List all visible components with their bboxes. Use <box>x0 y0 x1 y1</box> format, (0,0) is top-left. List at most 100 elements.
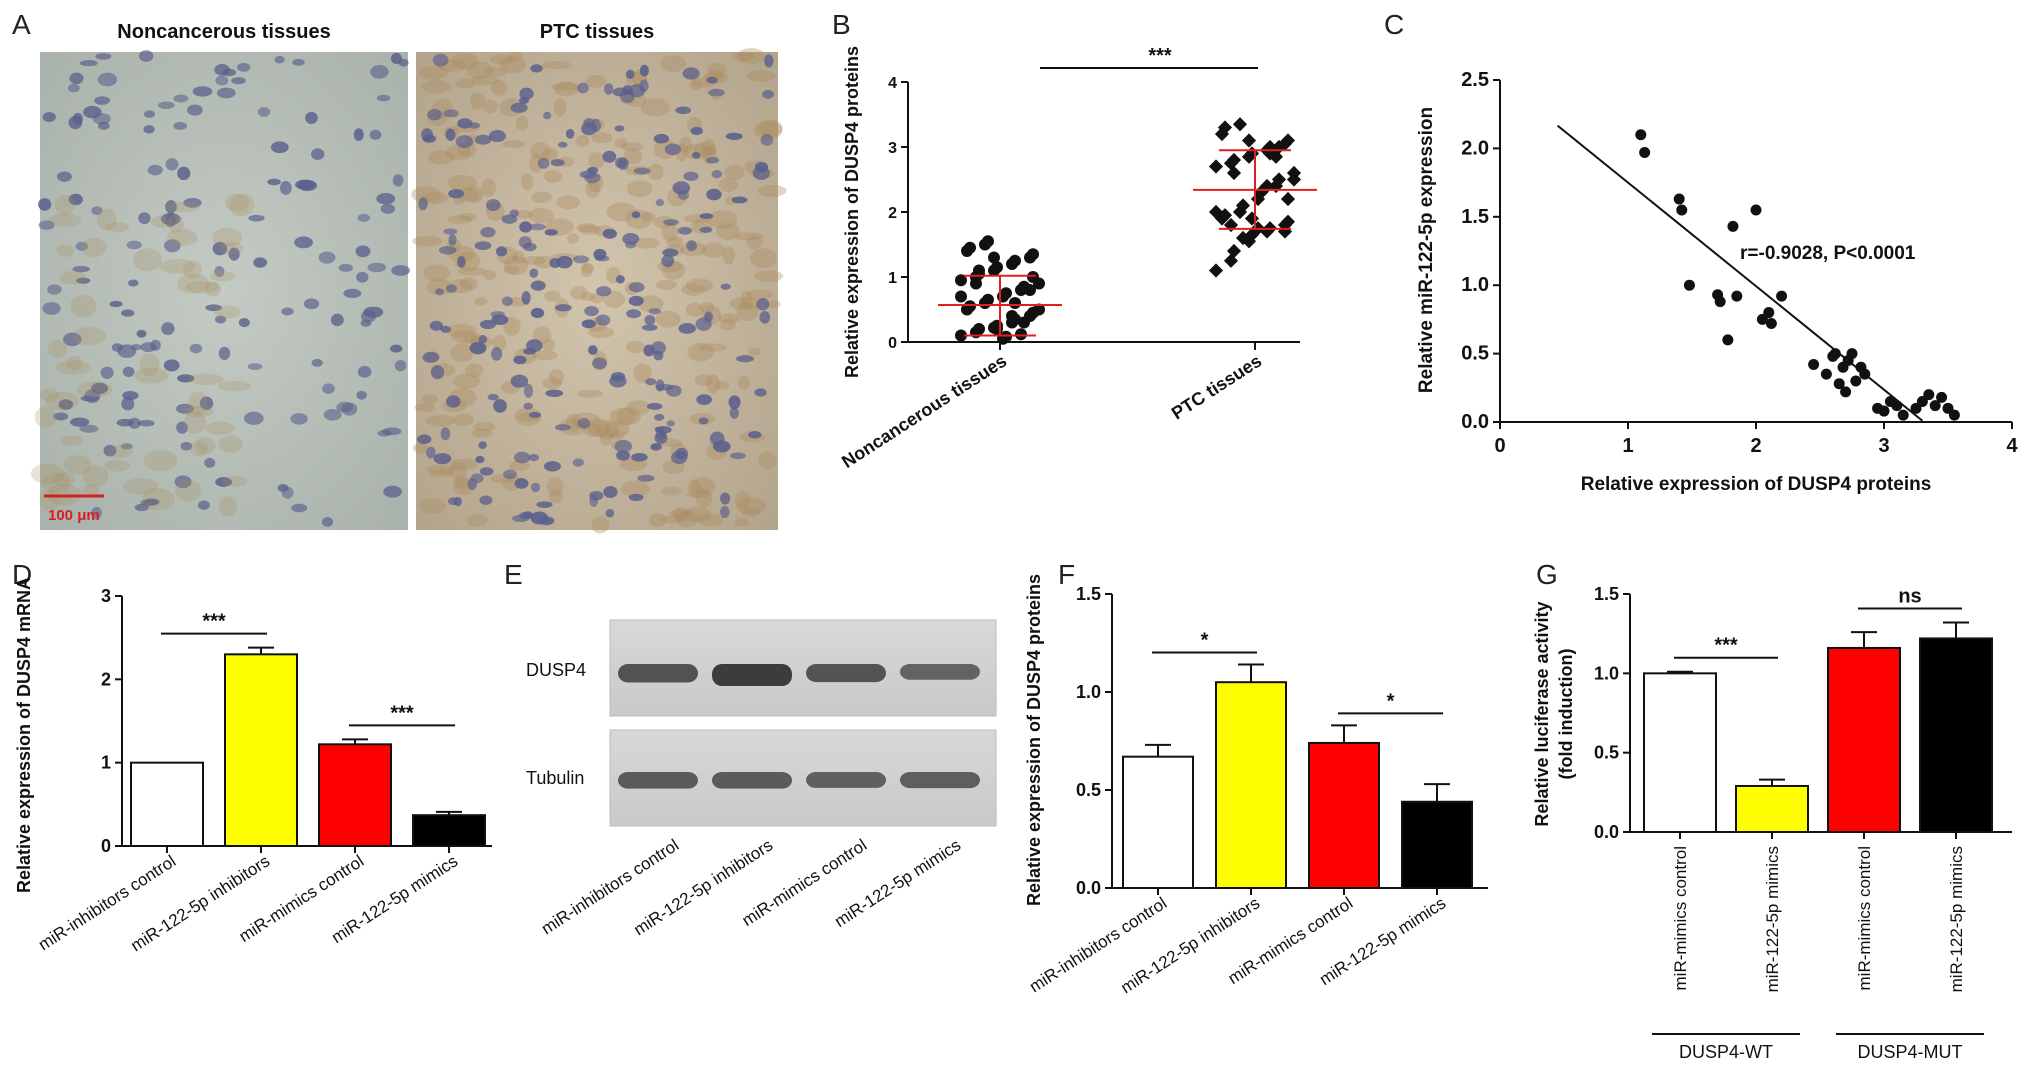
y-tick-label: 0.5 <box>1076 780 1101 800</box>
stain-mark <box>473 422 496 432</box>
stain-mark <box>541 338 556 352</box>
nucleus-mark <box>558 141 568 148</box>
data-point <box>1850 375 1862 387</box>
panel-label-c: C <box>1384 9 1404 40</box>
y-tick-label: 1.5 <box>1076 584 1101 604</box>
stain-mark <box>183 260 203 279</box>
y-axis-title: (fold induction) <box>1556 649 1576 780</box>
nucleus-mark <box>75 241 88 251</box>
panel-a-right-title: PTC tissues <box>540 21 654 43</box>
data-point <box>1235 198 1251 213</box>
nucleus-mark <box>641 324 658 331</box>
data-point <box>1833 378 1845 390</box>
nucleus-mark <box>530 64 543 73</box>
bar <box>1308 741 1380 890</box>
y-axis-title: Relative expression of DUSP4 proteins <box>842 46 862 378</box>
nucleus-mark <box>433 453 452 465</box>
data-point <box>1676 204 1688 216</box>
x-tick-label: miR-122-5p mimics <box>1763 846 1782 992</box>
nucleus-mark <box>138 419 155 427</box>
nucleus-mark <box>759 310 771 324</box>
stain-mark <box>490 79 508 96</box>
x-axis-title: Relative expression of DUSP4 proteins <box>1581 474 1932 495</box>
stain-mark <box>484 67 507 77</box>
nucleus-mark <box>448 233 457 246</box>
y-tick-label: 2 <box>101 669 111 689</box>
nucleus-mark <box>457 255 466 268</box>
nucleus-mark <box>134 503 150 512</box>
stain-mark <box>183 405 214 418</box>
nucleus-mark <box>622 85 633 96</box>
nucleus-mark <box>596 286 612 297</box>
data-point <box>1024 284 1036 296</box>
nucleus-mark <box>445 395 461 408</box>
stain-mark <box>637 295 664 313</box>
nucleus-mark <box>253 257 268 268</box>
nucleus-mark <box>42 302 61 315</box>
stain-mark <box>414 402 436 412</box>
nucleus-mark <box>38 198 52 211</box>
stain-mark <box>503 265 520 275</box>
stain-mark <box>189 441 209 457</box>
bar <box>1401 800 1473 890</box>
nucleus-mark <box>605 509 615 518</box>
nucleus-mark <box>257 107 271 117</box>
nucleus-mark <box>321 517 334 527</box>
stain-mark <box>748 347 762 356</box>
data-point <box>1241 133 1257 148</box>
bar <box>130 761 204 848</box>
stain-mark <box>659 55 687 73</box>
y-tick-label: 0.0 <box>1076 878 1101 898</box>
stain-mark <box>648 163 664 181</box>
nucleus-mark <box>631 453 648 462</box>
stain-mark <box>76 381 113 398</box>
nucleus-mark <box>683 171 699 182</box>
stain-mark <box>722 246 736 265</box>
significance-label: *** <box>202 611 226 633</box>
stain-mark <box>82 483 100 498</box>
stain-mark <box>544 170 563 183</box>
stain-mark <box>699 302 715 313</box>
stain-mark <box>553 97 567 117</box>
stain-mark <box>460 277 478 291</box>
nucleus-mark <box>121 309 135 317</box>
bar <box>224 653 298 847</box>
stain-mark <box>483 99 498 114</box>
nucleus-mark <box>186 104 203 116</box>
data-point <box>991 261 1003 274</box>
nucleus-mark <box>581 319 597 329</box>
stain-mark <box>222 475 248 487</box>
stain-mark <box>718 313 741 324</box>
nucleus-mark <box>529 411 541 419</box>
stain-mark <box>546 476 564 497</box>
panel-label-e: E <box>504 559 523 590</box>
nucleus-mark <box>526 339 543 352</box>
nucleus-mark <box>357 365 372 378</box>
nucleus-mark <box>161 322 175 335</box>
nucleus-mark <box>430 365 445 380</box>
stain-mark <box>204 281 222 297</box>
stain-mark <box>41 472 71 493</box>
stain-mark <box>466 514 488 527</box>
nucleus-mark <box>165 200 177 214</box>
data-point <box>1923 389 1935 401</box>
stain-mark <box>621 142 644 152</box>
nucleus-mark <box>651 341 666 355</box>
stain-mark <box>686 490 711 499</box>
stain-mark <box>167 214 184 233</box>
data-point <box>1776 290 1788 302</box>
x-tick-label: miR-122-5p mimics <box>1947 846 1966 992</box>
nucleus-mark <box>633 167 651 175</box>
nucleus-mark <box>544 461 561 472</box>
stain-mark <box>724 164 745 181</box>
nucleus-mark <box>448 188 465 199</box>
stain-mark <box>72 326 107 346</box>
nucleus-mark <box>380 203 396 214</box>
x-tick-label: 3 <box>1878 435 1889 457</box>
data-point <box>1846 348 1858 360</box>
nucleus-mark <box>523 383 534 398</box>
nucleus-mark <box>56 171 72 182</box>
nucleus-mark <box>438 246 457 255</box>
stain-mark <box>757 184 787 197</box>
nucleus-mark <box>690 126 703 136</box>
